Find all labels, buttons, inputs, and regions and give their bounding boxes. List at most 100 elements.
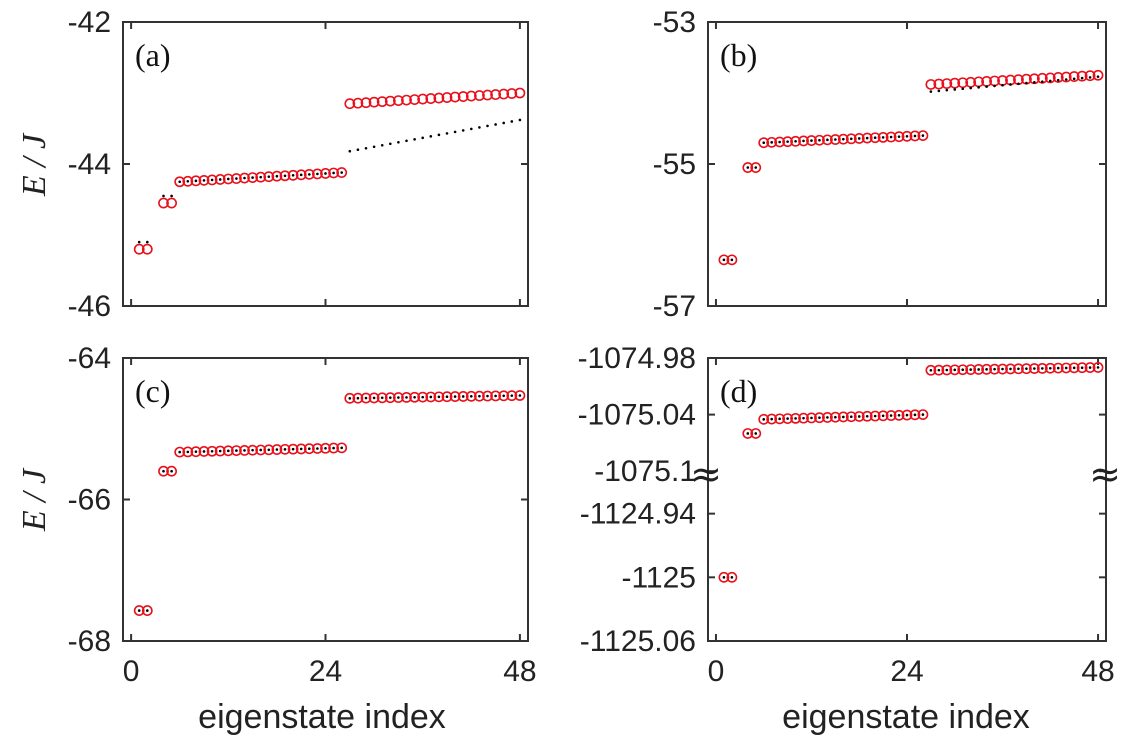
data-circle xyxy=(885,131,897,143)
data-circle xyxy=(182,175,194,187)
data-circle xyxy=(837,133,849,145)
data-dot xyxy=(510,120,514,123)
data-dot xyxy=(470,127,473,131)
data-circle xyxy=(457,391,469,402)
data-dot xyxy=(162,194,165,198)
data-dot xyxy=(1072,77,1076,81)
data-dot xyxy=(1080,366,1084,370)
y-tick-label: -55 xyxy=(653,148,696,181)
data-circle xyxy=(328,167,339,179)
data-dot xyxy=(137,240,141,244)
data-circle xyxy=(925,364,937,376)
data-dot xyxy=(332,446,335,450)
data-dot xyxy=(993,84,996,88)
xlabel-right: eigenstate index xyxy=(782,698,1030,736)
data-dot xyxy=(977,86,980,89)
data-circle xyxy=(336,442,348,454)
data-circle xyxy=(989,363,1000,375)
data-circle xyxy=(718,571,730,583)
data-dot xyxy=(993,367,996,371)
data-dot xyxy=(429,135,433,138)
data-circle xyxy=(433,391,445,403)
data-circle xyxy=(247,172,258,183)
data-dot xyxy=(770,141,773,144)
data-dot xyxy=(518,118,522,122)
data-circle xyxy=(949,77,961,89)
x-tick-label: 48 xyxy=(503,655,536,688)
data-dot xyxy=(429,395,433,399)
data-dot xyxy=(1001,367,1004,371)
data-dot xyxy=(778,417,781,421)
data-dot xyxy=(397,140,400,144)
data-circle xyxy=(206,445,218,457)
data-circle xyxy=(742,162,754,173)
data-circle xyxy=(352,97,364,109)
data-dot xyxy=(746,432,750,435)
data-circle xyxy=(328,442,339,454)
data-dot xyxy=(251,176,254,179)
data-dot xyxy=(897,414,901,417)
data-dot xyxy=(937,89,941,93)
panel-a: -46 -44 -42 (a) xyxy=(68,6,529,323)
data-circle xyxy=(822,412,833,423)
data-circle xyxy=(360,392,372,404)
data-circle xyxy=(917,409,929,420)
data-dot xyxy=(842,137,845,141)
data-circle xyxy=(255,444,267,456)
data-circle xyxy=(806,412,817,424)
data-circle xyxy=(465,90,477,102)
data-circle xyxy=(909,409,921,421)
data-circle xyxy=(1092,69,1104,81)
data-circle xyxy=(837,411,849,423)
data-circle xyxy=(417,391,429,403)
data-dot xyxy=(170,194,173,198)
data-circle xyxy=(166,465,177,477)
data-dot xyxy=(210,449,214,453)
data-circle xyxy=(782,413,793,425)
data-circle xyxy=(214,174,226,185)
data-dot xyxy=(1096,366,1100,369)
data-circle xyxy=(190,446,202,458)
data-circle xyxy=(1092,362,1104,373)
data-dot xyxy=(913,413,917,417)
data-dot xyxy=(259,448,263,452)
data-circle xyxy=(384,95,396,107)
data-circle xyxy=(287,443,299,455)
data-circle xyxy=(482,390,493,402)
data-dot xyxy=(834,138,837,141)
data-dot xyxy=(218,449,222,453)
data-circle xyxy=(271,170,283,182)
data-dot xyxy=(1048,79,1052,83)
data-circle xyxy=(718,254,730,266)
data-circle xyxy=(239,444,250,456)
data-dot xyxy=(291,173,295,177)
data-dot xyxy=(1048,366,1052,370)
axes-frame xyxy=(122,357,529,642)
data-dot xyxy=(897,135,901,138)
data-dot xyxy=(186,179,190,183)
data-dot xyxy=(1009,83,1012,86)
data-circle xyxy=(726,254,738,266)
y-tick-label: -1075.1 xyxy=(594,455,696,488)
data-dot xyxy=(405,139,408,143)
data-circle xyxy=(303,168,315,180)
data-circle xyxy=(1060,71,1072,83)
data-circle xyxy=(279,443,291,455)
data-circle xyxy=(869,132,881,144)
y-tick-label: -1075.04 xyxy=(578,399,696,432)
data-dot xyxy=(332,171,335,175)
data-dot xyxy=(1041,80,1044,83)
data-dot xyxy=(275,448,279,451)
y-tick-label: -1124.94 xyxy=(580,498,696,531)
data-circle xyxy=(941,78,953,90)
data-circle xyxy=(933,78,945,90)
data-dot xyxy=(356,396,360,400)
data-dot xyxy=(421,136,425,140)
data-circle xyxy=(1076,362,1088,374)
data-circle xyxy=(506,88,518,99)
data-dot xyxy=(770,417,773,421)
data-dot xyxy=(356,148,360,152)
data-dot xyxy=(889,135,893,139)
data-circle xyxy=(981,363,992,375)
data-circle xyxy=(766,413,778,425)
